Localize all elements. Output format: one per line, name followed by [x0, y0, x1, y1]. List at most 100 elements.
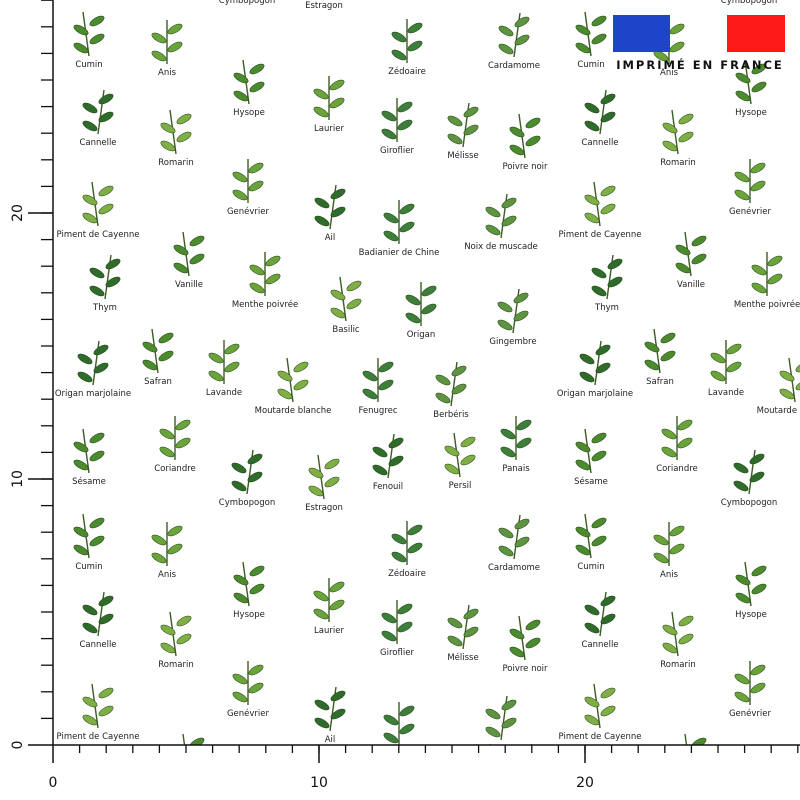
leaf	[397, 621, 413, 633]
leaf	[98, 595, 114, 607]
leaf	[77, 371, 93, 383]
herb-label: Persil	[449, 481, 472, 491]
leaf	[329, 97, 345, 109]
herb-label: Laurier	[314, 124, 344, 134]
leaf	[82, 212, 98, 224]
leaf	[383, 212, 399, 224]
leaf	[514, 34, 530, 46]
herb-label: Lavande	[206, 388, 242, 398]
leaf	[399, 221, 415, 233]
herb-label: Zédoaire	[388, 568, 426, 579]
herb: Badianier de Chine	[383, 702, 415, 745]
leaf	[73, 526, 89, 538]
leaf	[514, 518, 530, 530]
herb-label: Genévrier	[227, 206, 270, 217]
herb: Origan	[405, 282, 437, 340]
herb-label: Gingembre	[489, 337, 536, 347]
leaf	[407, 22, 423, 34]
leaf	[498, 545, 514, 557]
leaf	[151, 534, 167, 546]
leaf	[444, 445, 460, 457]
leaf	[501, 197, 517, 209]
leaf	[313, 608, 329, 620]
herb-label: Panais	[502, 464, 530, 474]
leaf	[795, 379, 800, 391]
leaf	[172, 745, 189, 759]
leaf	[231, 462, 247, 474]
leaf	[362, 388, 378, 400]
leaf	[265, 255, 281, 267]
leaf	[675, 244, 691, 256]
leaf	[73, 24, 89, 36]
leaf	[397, 603, 413, 615]
leaf	[89, 267, 105, 279]
leaf	[498, 43, 514, 55]
herb: Fenugrec	[358, 358, 398, 416]
leaf	[498, 25, 514, 37]
leaf	[447, 617, 463, 629]
leaf	[391, 31, 407, 43]
herb-label: Laurier	[314, 626, 344, 636]
leaf	[98, 613, 114, 625]
stem	[182, 733, 186, 745]
herb-label: Piment de Cayenne	[559, 230, 642, 240]
leaf	[89, 450, 105, 462]
herb-label: Vanille	[677, 280, 705, 290]
leaf	[584, 120, 600, 132]
herb: Safran	[644, 328, 676, 387]
leaf	[397, 119, 413, 131]
herb: Moutarde blanche	[757, 357, 800, 416]
herb: Berbéris	[433, 361, 469, 420]
leaf	[378, 379, 394, 391]
herb-label: Ail	[325, 233, 336, 243]
leaf	[160, 642, 176, 654]
leaf	[249, 565, 265, 577]
leaf	[233, 574, 249, 586]
leaf	[407, 524, 423, 536]
leaf	[751, 565, 767, 577]
leaf	[726, 361, 742, 373]
leaf	[497, 301, 513, 313]
leaf	[751, 264, 767, 276]
herb: Fenouil	[372, 433, 404, 492]
herb-label: Origan marjolaine	[557, 389, 633, 399]
herb-label: Zédoaire	[388, 66, 426, 77]
leaf	[591, 267, 607, 279]
leaf	[249, 282, 265, 294]
herb: Safran	[142, 328, 174, 387]
herb-label: Sésame	[72, 476, 106, 487]
leaf	[677, 437, 693, 449]
y-tick-label: 10	[10, 470, 26, 488]
herb-label: Safran	[646, 377, 674, 387]
herb: Cannelle	[581, 591, 619, 650]
leaf	[591, 432, 607, 444]
leaf	[497, 319, 513, 331]
leaf	[591, 33, 607, 45]
leaf	[362, 370, 378, 382]
leaf	[232, 189, 248, 201]
herb-label: Anis	[158, 68, 177, 78]
leaf	[293, 361, 309, 373]
leaf	[249, 81, 265, 93]
leaf	[232, 673, 248, 685]
leaf	[600, 111, 616, 123]
leaf	[314, 215, 330, 227]
leaf	[314, 197, 330, 209]
leaf	[584, 714, 600, 726]
herb: Piment de Cayenne	[559, 181, 642, 240]
herb: Lavande	[708, 340, 744, 398]
herb: Laurier	[313, 76, 345, 134]
herb: Zédoaire	[388, 19, 426, 77]
herb-label: Genévrier	[729, 708, 772, 719]
leaf	[160, 122, 176, 134]
leaf	[595, 362, 611, 374]
herb: Menthe poivrée	[232, 252, 298, 310]
herb: Coriandre	[656, 416, 698, 474]
herb: Cannelle	[79, 591, 117, 650]
leaf	[391, 551, 407, 563]
leaf	[600, 613, 616, 625]
herb: Romarin	[158, 611, 194, 670]
leaf	[248, 682, 264, 694]
leaf	[233, 72, 249, 84]
leaf	[584, 102, 600, 114]
